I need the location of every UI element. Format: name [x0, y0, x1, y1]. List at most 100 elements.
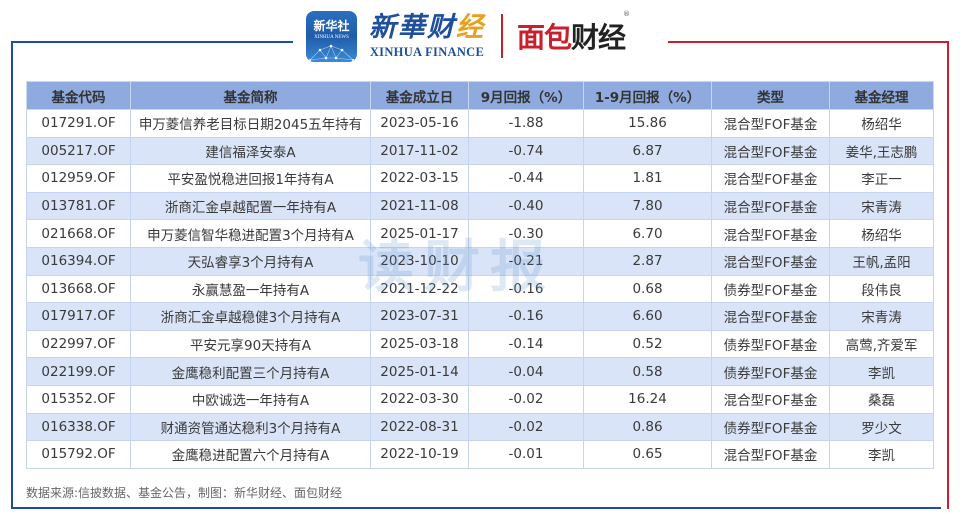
table-row: 015792.OF 金鹰稳进配置六个月持有A 2022-10-19 -0.01 … — [26, 440, 934, 469]
frame-border-blue-bottom — [11, 507, 941, 509]
table-row: 013668.OF 永赢慧盈一年持有A 2021-12-22 -0.16 0.6… — [26, 274, 934, 304]
table-row: 013781.OF 浙商汇金卓越配置一年持有A 2021-11-08 -0.40… — [26, 191, 934, 221]
cell-ytd-return: 15.86 — [583, 109, 712, 138]
cell-manager: 杨绍华 — [829, 109, 934, 138]
column-header-name: 基金简称 — [130, 81, 371, 110]
table-row: 017291.OF 申万菱信养老目标日期2045五年持有 2023-05-16 … — [26, 109, 934, 138]
cell-manager: 桑磊 — [829, 384, 934, 414]
cell-inception: 2025-03-18 — [370, 329, 469, 359]
table-row: 017917.OF 浙商汇金卓越稳健3个月持有A 2023-07-31 -0.1… — [26, 302, 934, 331]
registered-mark-icon: ® — [623, 10, 630, 18]
frame-border-red-top — [668, 41, 949, 43]
cell-manager: 高莺,齐爱军 — [829, 329, 934, 359]
cell-inception: 2023-05-16 — [370, 109, 469, 138]
column-header-inception: 基金成立日 — [370, 81, 469, 110]
cell-type: 混合型FOF基金 — [711, 246, 830, 276]
xinhua-finance-cn-b: 财 — [427, 11, 456, 43]
xinhua-finance-cn-c: 经 — [456, 11, 485, 43]
cell-name: 平安元享90天持有A — [130, 329, 371, 359]
cell-code: 005217.OF — [26, 136, 131, 166]
cell-code: 022997.OF — [26, 329, 131, 359]
cell-code: 012959.OF — [26, 164, 131, 193]
table-header-row: 基金代码 基金简称 基金成立日 9月回报（%） 1-9月回报（%） 类型 基金经… — [26, 81, 934, 110]
cell-ytd-return: 0.58 — [583, 357, 712, 386]
table-row: 015352.OF 中欧诚选一年持有A 2022-03-30 -0.02 16.… — [26, 384, 934, 414]
cell-manager: 宋青涛 — [829, 302, 934, 331]
cell-inception: 2022-03-15 — [370, 164, 469, 193]
cell-code: 016338.OF — [26, 412, 131, 442]
cell-name: 浙商汇金卓越稳健3个月持有A — [130, 302, 371, 331]
cell-manager: 罗少文 — [829, 412, 934, 442]
xinhua-badge-en: XINHUA NEWS — [314, 34, 349, 40]
cell-type: 混合型FOF基金 — [711, 302, 830, 331]
cell-manager: 李正一 — [829, 164, 934, 193]
cell-sep-return: -0.21 — [468, 246, 584, 276]
cell-ytd-return: 0.68 — [583, 274, 712, 304]
cell-sep-return: -0.14 — [468, 329, 584, 359]
frame-border-blue-top — [11, 41, 293, 43]
column-header-code: 基金代码 — [26, 81, 131, 110]
cell-name: 浙商汇金卓越配置一年持有A — [130, 191, 371, 221]
cell-code: 017917.OF — [26, 302, 131, 331]
cell-inception: 2021-11-08 — [370, 191, 469, 221]
cell-sep-return: -0.01 — [468, 440, 584, 469]
table-row: 022199.OF 金鹰稳利配置三个月持有A 2025-01-14 -0.04 … — [26, 357, 934, 386]
table-row: 021668.OF 申万菱信智华稳进配置3个月持有A 2025-01-17 -0… — [26, 219, 934, 248]
cell-sep-return: -0.16 — [468, 302, 584, 331]
cell-type: 混合型FOF基金 — [711, 219, 830, 248]
cell-type: 混合型FOF基金 — [711, 191, 830, 221]
cell-inception: 2022-03-30 — [370, 384, 469, 414]
cell-ytd-return: 0.52 — [583, 329, 712, 359]
cell-inception: 2017-11-02 — [370, 136, 469, 166]
cell-ytd-return: 7.80 — [583, 191, 712, 221]
logo-divider — [501, 14, 503, 58]
cell-name: 申万菱信养老目标日期2045五年持有 — [130, 109, 371, 138]
cell-inception: 2023-10-10 — [370, 246, 469, 276]
cell-type: 债券型FOF基金 — [711, 412, 830, 442]
cell-code: 021668.OF — [26, 219, 131, 248]
cell-code: 015352.OF — [26, 384, 131, 414]
column-header-sep-return: 9月回报（%） — [468, 81, 584, 110]
cell-sep-return: -0.16 — [468, 274, 584, 304]
cell-type: 混合型FOF基金 — [711, 136, 830, 166]
cell-sep-return: -1.88 — [468, 109, 584, 138]
table-row: 005217.OF 建信福泽安泰A 2017-11-02 -0.74 6.87 … — [26, 136, 934, 166]
mianbao-dark-text: 财经 — [571, 21, 626, 54]
frame-border-red-right — [947, 41, 949, 509]
column-header-manager: 基金经理 — [829, 81, 934, 110]
cell-ytd-return: 6.60 — [583, 302, 712, 331]
table-row: 012959.OF 平安盈悦稳进回报1年持有A 2022-03-15 -0.44… — [26, 164, 934, 193]
cell-manager: 王帆,孟阳 — [829, 246, 934, 276]
cell-type: 混合型FOF基金 — [711, 109, 830, 138]
cell-name: 建信福泽安泰A — [130, 136, 371, 166]
cell-type: 混合型FOF基金 — [711, 384, 830, 414]
cell-manager: 李凯 — [829, 440, 934, 469]
cell-ytd-return: 2.87 — [583, 246, 712, 276]
column-header-ytd-return: 1-9月回报（%） — [583, 81, 712, 110]
cell-name: 中欧诚选一年持有A — [130, 384, 371, 414]
source-footnote: 数据来源:信披数据、基金公告，制图：新华财经、面包财经 — [26, 486, 343, 500]
cell-sep-return: -0.40 — [468, 191, 584, 221]
network-dots-icon — [309, 44, 354, 61]
cell-manager: 杨绍华 — [829, 219, 934, 248]
cell-type: 债券型FOF基金 — [711, 357, 830, 386]
cell-name: 平安盈悦稳进回报1年持有A — [130, 164, 371, 193]
cell-ytd-return: 0.65 — [583, 440, 712, 469]
cell-ytd-return: 6.87 — [583, 136, 712, 166]
cell-ytd-return: 16.24 — [583, 384, 712, 414]
table-row: 022997.OF 平安元享90天持有A 2025-03-18 -0.14 0.… — [26, 329, 934, 359]
cell-inception: 2022-10-19 — [370, 440, 469, 469]
xinhua-finance-logo: 新華财经 XINHUA FINANCE — [369, 11, 485, 60]
cell-name: 永赢慧盈一年持有A — [130, 274, 371, 304]
cell-inception: 2021-12-22 — [370, 274, 469, 304]
cell-inception: 2025-01-14 — [370, 357, 469, 386]
cell-inception: 2025-01-17 — [370, 219, 469, 248]
cell-code: 016394.OF — [26, 246, 131, 276]
cell-code: 013668.OF — [26, 274, 131, 304]
mianbao-finance-logo: 面包财经 ® — [517, 10, 630, 56]
cell-sep-return: -0.04 — [468, 357, 584, 386]
cell-manager: 李凯 — [829, 357, 934, 386]
cell-name: 金鹰稳利配置三个月持有A — [130, 357, 371, 386]
cell-ytd-return: 6.70 — [583, 219, 712, 248]
cell-code: 017291.OF — [26, 109, 131, 138]
